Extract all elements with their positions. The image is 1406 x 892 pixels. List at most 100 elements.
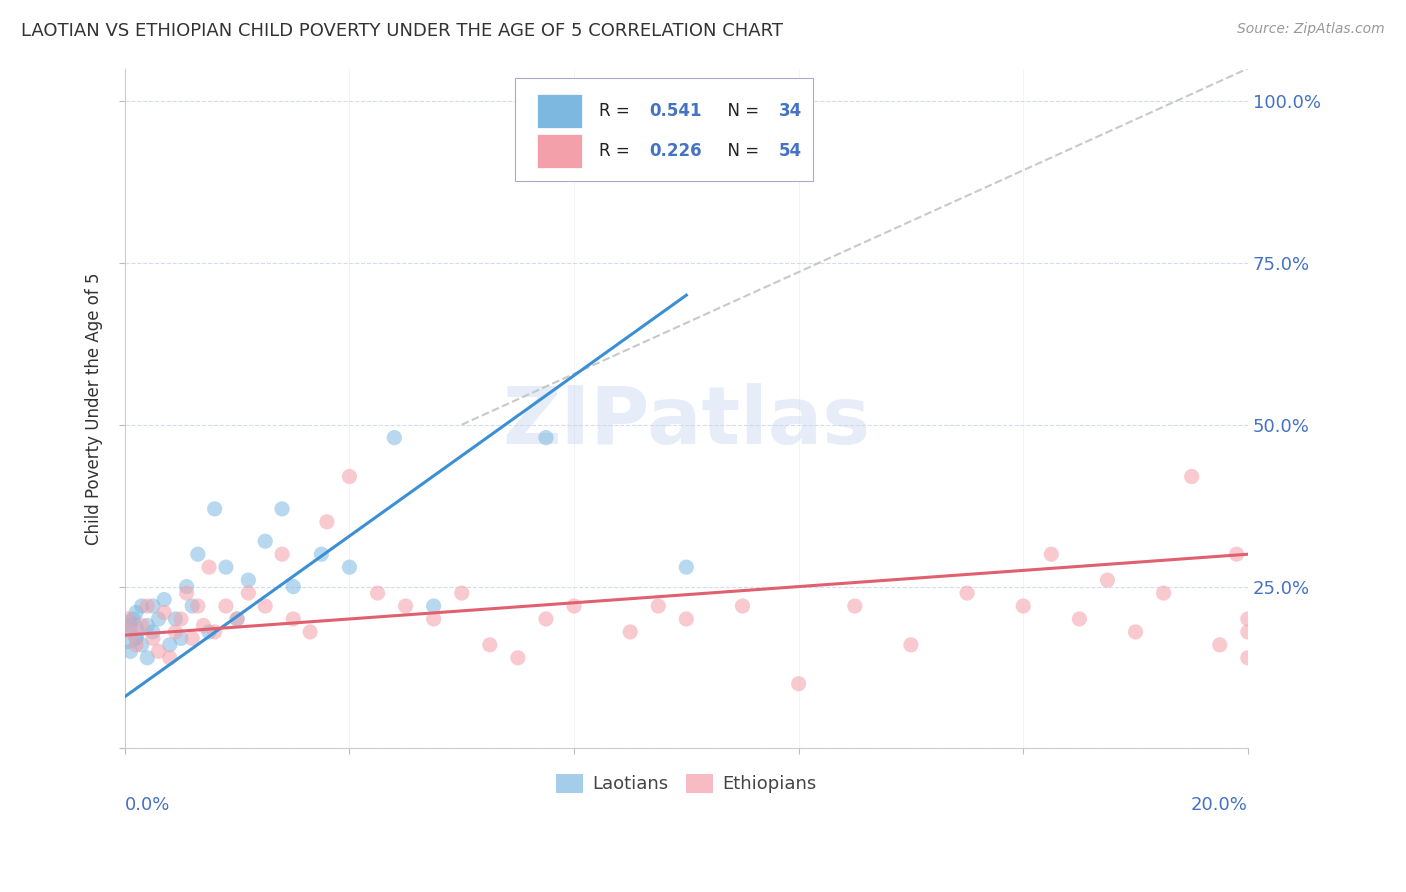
Point [181, 632, 204, 646]
Point [339, 560, 361, 574]
Point [120, 618, 142, 632]
Point [900, 638, 922, 652]
Text: 20.0%: 20.0% [1191, 796, 1249, 814]
Point [142, 632, 165, 646]
Point [170, 632, 193, 646]
Point [120, 644, 142, 658]
Point [382, 431, 405, 445]
Point [1097, 573, 1119, 587]
Point [122, 612, 145, 626]
Point [131, 599, 153, 613]
Point [131, 638, 153, 652]
Point [1237, 612, 1260, 626]
Point [254, 534, 277, 549]
Point [181, 599, 204, 613]
Point [170, 612, 193, 626]
Point [193, 618, 215, 632]
Point [131, 618, 153, 632]
Point [120, 624, 142, 639]
Text: Source: ZipAtlas.com: Source: ZipAtlas.com [1237, 22, 1385, 37]
Text: 54: 54 [779, 143, 801, 161]
Point [844, 599, 866, 613]
Point [1012, 599, 1035, 613]
Point [366, 586, 388, 600]
Point [148, 644, 170, 658]
Point [339, 469, 361, 483]
Point [238, 586, 260, 600]
Point [394, 599, 416, 613]
Point [534, 612, 557, 626]
Bar [537, 135, 582, 169]
Point [283, 580, 305, 594]
Point [187, 599, 209, 613]
Point [176, 586, 198, 600]
Text: R =: R = [599, 143, 634, 161]
Point [165, 612, 187, 626]
Point [1209, 638, 1232, 652]
Point [226, 612, 249, 626]
Point [647, 599, 669, 613]
Point [136, 650, 159, 665]
Point [136, 599, 159, 613]
Point [1125, 624, 1147, 639]
Point [506, 650, 529, 665]
Point [316, 515, 339, 529]
Point [619, 624, 641, 639]
Point [422, 599, 444, 613]
Point [562, 599, 585, 613]
Point [271, 501, 294, 516]
Point [283, 612, 305, 626]
Point [311, 547, 333, 561]
Text: 34: 34 [779, 102, 801, 120]
Y-axis label: Child Poverty Under the Age of 5: Child Poverty Under the Age of 5 [86, 272, 103, 545]
Legend: Laotians, Ethiopians: Laotians, Ethiopians [548, 767, 824, 801]
Text: N =: N = [717, 102, 763, 120]
Point [204, 501, 226, 516]
Point [148, 612, 170, 626]
Point [731, 599, 754, 613]
Point [142, 599, 165, 613]
Point [450, 586, 472, 600]
Point [1040, 547, 1063, 561]
Point [1181, 469, 1204, 483]
Point [176, 580, 198, 594]
Point [1237, 624, 1260, 639]
Point [534, 431, 557, 445]
Point [153, 592, 176, 607]
Text: 0.541: 0.541 [650, 102, 702, 120]
Point [675, 612, 697, 626]
Point [165, 624, 187, 639]
FancyBboxPatch shape [515, 78, 813, 181]
Text: N =: N = [717, 143, 763, 161]
Point [1069, 612, 1091, 626]
Point [478, 638, 501, 652]
Point [117, 624, 139, 639]
Point [238, 573, 260, 587]
Bar [537, 94, 582, 128]
Point [136, 618, 159, 632]
Text: R =: R = [599, 102, 634, 120]
Point [215, 560, 238, 574]
Point [125, 632, 148, 646]
Point [226, 612, 249, 626]
Point [198, 624, 221, 639]
Point [159, 650, 181, 665]
Point [1153, 586, 1175, 600]
Point [271, 547, 294, 561]
Point [142, 624, 165, 639]
Point [117, 612, 139, 626]
Point [125, 606, 148, 620]
Point [204, 624, 226, 639]
Point [187, 547, 209, 561]
Point [956, 586, 979, 600]
Point [159, 638, 181, 652]
Point [787, 677, 810, 691]
Point [215, 599, 238, 613]
Text: ZIPatlas: ZIPatlas [502, 383, 870, 461]
Point [254, 599, 277, 613]
Point [153, 606, 176, 620]
Point [1237, 650, 1260, 665]
Text: 0.0%: 0.0% [125, 796, 170, 814]
Point [422, 612, 444, 626]
Text: LAOTIAN VS ETHIOPIAN CHILD POVERTY UNDER THE AGE OF 5 CORRELATION CHART: LAOTIAN VS ETHIOPIAN CHILD POVERTY UNDER… [21, 22, 783, 40]
